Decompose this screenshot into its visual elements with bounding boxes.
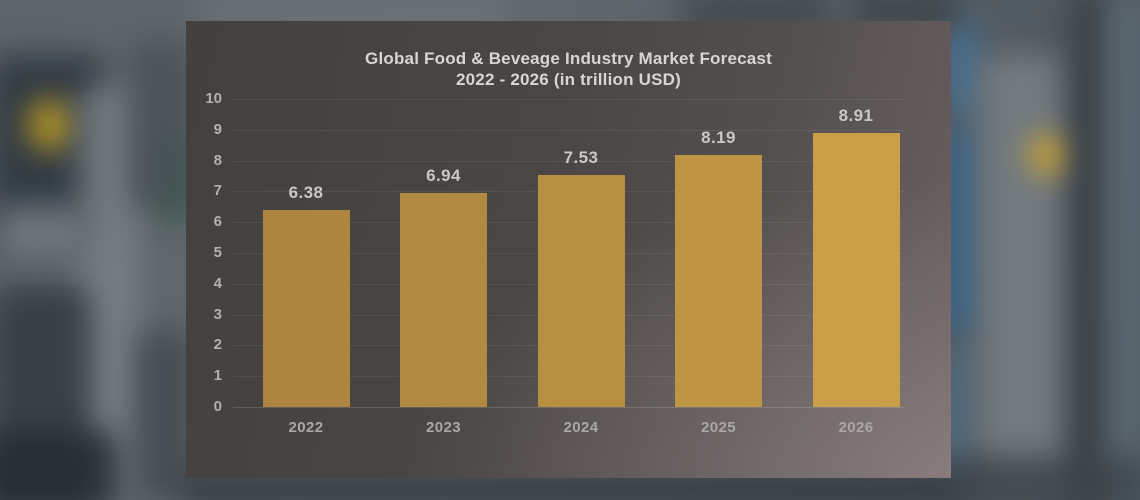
- chart-title: Global Food & Beveage Industry Market Fo…: [186, 48, 951, 90]
- bar: [262, 210, 350, 407]
- bar-value-label: 6.94: [426, 166, 461, 186]
- bar: [812, 132, 900, 407]
- y-axis-tick-label: 2: [213, 336, 222, 354]
- chart-title-line1: Global Food & Beveage Industry Market Fo…: [365, 49, 772, 68]
- background-blur-shape: [128, 40, 193, 210]
- y-axis-tick-label: 6: [213, 213, 222, 231]
- bar-chart: 0 1 2 3 4 5 6 7 8 9 10 6.38 2022 6.94 2023 7.53 2024 8.19…: [186, 21, 951, 478]
- y-axis-tick-label: 10: [205, 90, 222, 107]
- x-axis-tick-label: 2022: [288, 419, 324, 436]
- y-axis-tick-label: 7: [213, 182, 222, 200]
- background-blur-shape: [28, 100, 73, 150]
- y-axis-tick-label: 4: [213, 274, 222, 292]
- bar: [537, 175, 625, 407]
- gridline: [233, 99, 905, 100]
- x-axis-tick-label: 2025: [701, 419, 736, 436]
- background-blur-shape: [0, 430, 120, 500]
- y-axis-tick-label: 3: [213, 305, 222, 323]
- bar-value-label: 6.38: [288, 183, 324, 203]
- gridline: [233, 160, 905, 162]
- chart-title-line2: 2022 - 2026 (in trillion USD): [456, 70, 681, 89]
- gridline: [233, 407, 905, 408]
- background-blur-shape: [1072, 0, 1110, 500]
- gridline: [233, 129, 905, 131]
- background-blur-shape: [978, 55, 1066, 485]
- y-axis-tick-label: 0: [213, 398, 222, 415]
- bar: [675, 154, 762, 407]
- y-axis-tick-label: 5: [213, 244, 222, 261]
- chart-panel: Global Food & Beveage Industry Market Fo…: [186, 21, 951, 478]
- y-axis-tick-label: 9: [213, 120, 222, 138]
- bar-value-label: 8.19: [701, 127, 736, 147]
- x-axis-tick-label: 2024: [563, 419, 599, 436]
- x-axis-tick-label: 2023: [426, 419, 461, 436]
- background-blur-shape: [950, 455, 1140, 500]
- y-axis-tick-label: 1: [213, 367, 222, 385]
- bar: [400, 193, 487, 407]
- y-axis-tick-label: 8: [213, 151, 222, 169]
- background-blur-shape: [135, 330, 195, 500]
- background-blur-shape: [0, 205, 85, 260]
- background-blur-shape: [1108, 0, 1140, 500]
- bar-value-label: 7.53: [563, 148, 599, 168]
- background-blur-shape: [1028, 135, 1070, 175]
- bar-value-label: 8.91: [838, 105, 874, 125]
- x-axis-tick-label: 2026: [838, 419, 874, 436]
